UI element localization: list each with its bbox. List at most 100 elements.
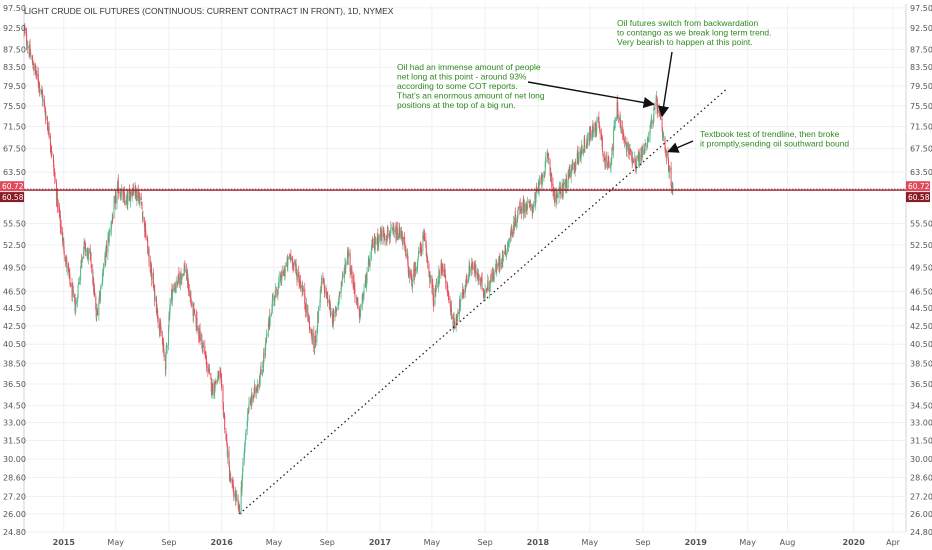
candle-body <box>541 178 543 185</box>
candle-body <box>360 305 362 309</box>
candle-body <box>163 344 165 352</box>
candle-body <box>202 342 204 347</box>
x-tick-label: 2020 <box>843 538 866 547</box>
candle-body <box>141 201 143 206</box>
candle-body <box>375 243 377 245</box>
candle-body <box>590 133 592 139</box>
candle-body <box>347 251 349 258</box>
candle-body <box>586 139 588 147</box>
candle-body <box>154 295 156 300</box>
candle-body <box>239 511 241 513</box>
candle-body <box>56 190 58 207</box>
candle-body <box>167 328 169 346</box>
candle-body <box>262 365 264 369</box>
candle-body <box>166 346 168 348</box>
candle-body <box>184 264 186 271</box>
candle-body <box>228 466 230 480</box>
candle-body <box>651 120 653 125</box>
candle-body <box>547 154 549 156</box>
price-badge <box>0 181 24 192</box>
candle-body <box>107 238 109 254</box>
y-tick-label: 27.20 <box>3 493 26 502</box>
candle-body <box>290 257 292 260</box>
candle-body <box>43 99 45 105</box>
candle-body <box>378 234 380 242</box>
candle-body <box>143 217 145 223</box>
candle-body <box>614 119 616 124</box>
candle-body <box>274 290 276 298</box>
candle-body <box>141 206 143 210</box>
candle-body <box>549 160 551 171</box>
candle-body <box>337 302 339 308</box>
candle-body <box>670 167 672 187</box>
candle-body <box>607 156 609 165</box>
candle-body <box>364 280 366 289</box>
candle-body <box>428 272 430 274</box>
y-tick-label: 33.00 <box>3 419 26 428</box>
candle-body <box>163 352 165 357</box>
candle-body <box>420 247 422 251</box>
y-tick-label: 26.00 <box>3 510 26 519</box>
candle-body <box>45 116 47 119</box>
candle-body <box>347 255 349 259</box>
candle-body <box>531 209 533 213</box>
candle-body <box>366 281 368 288</box>
candle-body <box>160 331 162 337</box>
candle-body <box>317 311 319 328</box>
candle-body <box>204 353 206 356</box>
candle-body <box>315 335 317 344</box>
candle-body <box>336 308 338 311</box>
reference-lines: 60.72 60.72 60.58 60.58 <box>0 181 930 203</box>
candle-body <box>632 157 634 163</box>
candle-body <box>666 152 668 157</box>
candle-body <box>74 300 76 312</box>
candle-body <box>398 229 400 234</box>
candle-body <box>562 188 564 195</box>
candle-body <box>369 257 371 266</box>
candle-body <box>475 269 477 276</box>
annotation-text: Oil had an immense amount of people net l… <box>397 62 545 110</box>
candle-body <box>59 214 61 228</box>
candle-body <box>656 99 658 108</box>
y-tick-label: 34.50 <box>910 402 932 411</box>
candle-body <box>430 275 432 279</box>
candle-body <box>389 232 391 237</box>
candle-body <box>322 277 324 282</box>
candle-body <box>218 371 220 380</box>
candle-body <box>519 201 521 212</box>
x-tick-label: May <box>424 538 441 547</box>
candle-body <box>24 28 26 31</box>
candle-body <box>408 270 410 277</box>
candle-body <box>117 180 119 194</box>
y-tick-label: 75.50 <box>910 102 932 111</box>
candle-body <box>426 255 428 259</box>
candle-body <box>366 271 368 283</box>
candle-body <box>321 277 323 288</box>
candle-body <box>584 147 586 148</box>
candle-body <box>229 476 231 479</box>
candle-body <box>220 377 222 381</box>
candle-body <box>590 129 592 132</box>
price-badge <box>906 181 930 192</box>
y-tick-label: 55.50 <box>910 220 932 229</box>
candle-body <box>398 235 400 240</box>
candle-body <box>178 273 180 278</box>
candle-body <box>507 243 509 252</box>
candle-body <box>517 207 519 209</box>
candle-body <box>446 287 448 290</box>
candle-body <box>266 333 268 336</box>
candle-body <box>190 302 192 306</box>
candle-body <box>593 122 595 133</box>
candle-body <box>654 108 656 110</box>
candle-body <box>425 245 427 257</box>
candle-body <box>162 342 164 347</box>
candle-body <box>150 273 152 275</box>
candle-body <box>594 122 596 132</box>
candle-body <box>544 172 546 176</box>
candle-body <box>672 184 674 191</box>
candle-body <box>111 220 113 225</box>
candle-body <box>560 195 562 197</box>
candle-body <box>32 66 34 69</box>
candle-body <box>649 129 651 140</box>
